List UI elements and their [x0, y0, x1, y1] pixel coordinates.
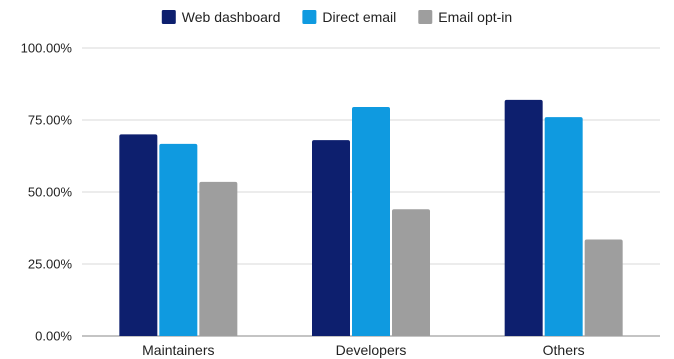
y-tick-label: 0.00% [35, 329, 72, 344]
bar-maintainers-email-opt-in [199, 181, 238, 336]
x-category-label: Maintainers [142, 342, 214, 358]
legend-item-web-dashboard: Web dashboard [161, 9, 281, 25]
y-tick-label: 100.00% [21, 41, 73, 56]
x-axis: Maintainers Developers Others [142, 342, 585, 358]
legend-swatch [161, 10, 176, 24]
legend: Web dashboard Direct email Email opt-in [161, 9, 512, 25]
bar-developers-direct-email [352, 107, 390, 336]
bar-others-email-opt-in [584, 239, 623, 336]
legend-label: Direct email [322, 9, 396, 25]
bar-developers-web-dashboard [312, 140, 350, 336]
y-tick-label: 25.00% [28, 257, 73, 272]
legend-item-email-opt-in: Email opt-in [418, 9, 512, 25]
y-tick-label: 50.00% [28, 185, 73, 200]
y-axis: 0.00% 25.00% 50.00% 75.00% 100.00% [21, 41, 73, 344]
legend-label: Web dashboard [182, 9, 281, 25]
bar-developers-email-opt-in [392, 209, 430, 336]
legend-swatch [418, 10, 433, 24]
x-category-label: Developers [336, 342, 407, 358]
y-tick-label: 75.00% [28, 113, 73, 128]
x-category-label: Others [543, 342, 585, 358]
legend-swatch [302, 10, 317, 24]
bar-maintainers-direct-email [159, 143, 198, 336]
bar-others-direct-email [544, 117, 583, 337]
bar-maintainers-web-dashboard [119, 134, 158, 336]
legend-item-direct-email: Direct email [302, 9, 396, 25]
legend-label: Email opt-in [438, 9, 512, 25]
bars [119, 99, 623, 337]
bar-others-web-dashboard [504, 99, 543, 336]
